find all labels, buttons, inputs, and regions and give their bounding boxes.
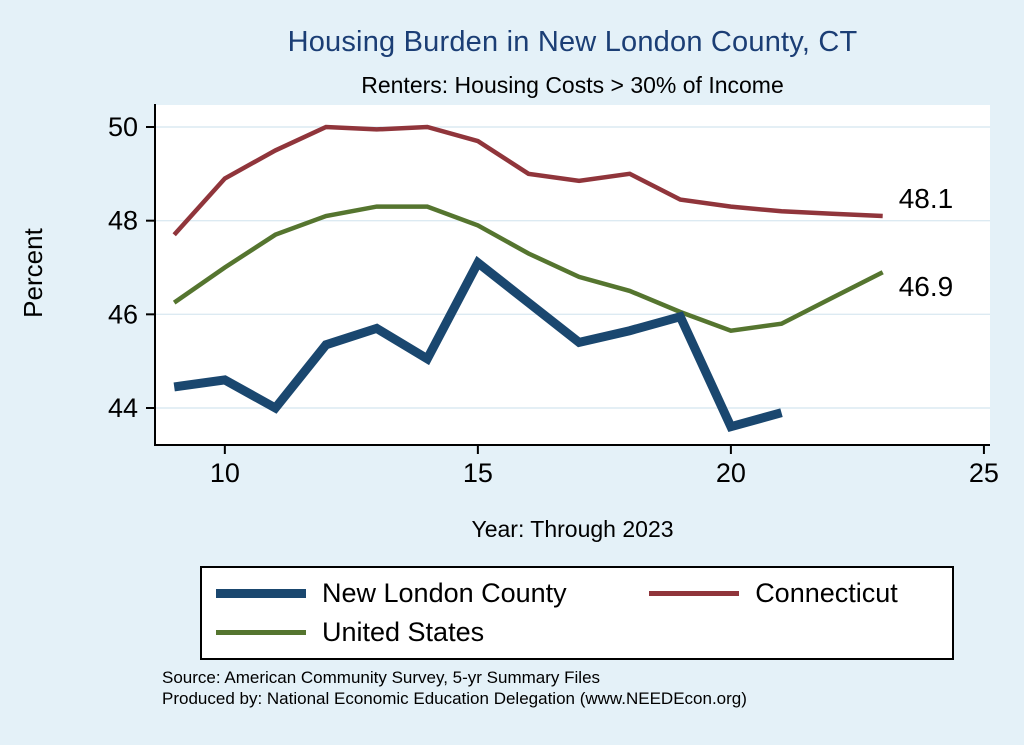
- legend-item-united-states: United States: [216, 617, 649, 648]
- series-end-label-connecticut: 48.1: [899, 183, 954, 214]
- chart-subtitle: Renters: Housing Costs > 30% of Income: [361, 72, 784, 98]
- legend-item-new-london-county: New London County: [216, 578, 649, 609]
- y-tick-label: 46: [108, 299, 138, 329]
- x-axis-label: Year: Through 2023: [471, 516, 674, 542]
- y-tick-label: 50: [108, 112, 138, 142]
- x-tick-label: 25: [969, 458, 999, 488]
- x-tick-label: 20: [716, 458, 746, 488]
- series-line-new-london-county: [173, 255, 783, 433]
- legend-item-connecticut: Connecticut: [649, 578, 938, 609]
- legend-swatch-united-states: [216, 630, 306, 635]
- x-tick-label: 10: [210, 458, 240, 488]
- chart-title: Housing Burden in New London County, CT: [287, 26, 858, 58]
- series-line-connecticut: [172, 124, 883, 237]
- legend-label-connecticut: Connecticut: [755, 578, 898, 608]
- source-note: Source: American Community Survey, 5-yr …: [162, 668, 601, 687]
- legend: New London County Connecticut United State…: [200, 566, 954, 660]
- produced-by-note: Produced by: National Economic Education…: [162, 689, 747, 708]
- legend-swatch-new-london-county: [216, 589, 306, 598]
- y-tick-label: 44: [108, 393, 138, 423]
- legend-swatch-connecticut: [649, 591, 740, 596]
- y-tick-label: 48: [108, 206, 138, 236]
- x-tick-label: 15: [463, 458, 493, 488]
- legend-label-new-london-county: New London County: [322, 578, 567, 608]
- plot-area: 44 46 48 50 10 15 20 25 48.1 46.9: [108, 104, 999, 488]
- series-end-label-united-states: 46.9: [899, 271, 954, 302]
- legend-label-united-states: United States: [322, 617, 485, 647]
- series-line-united-states: [172, 204, 884, 334]
